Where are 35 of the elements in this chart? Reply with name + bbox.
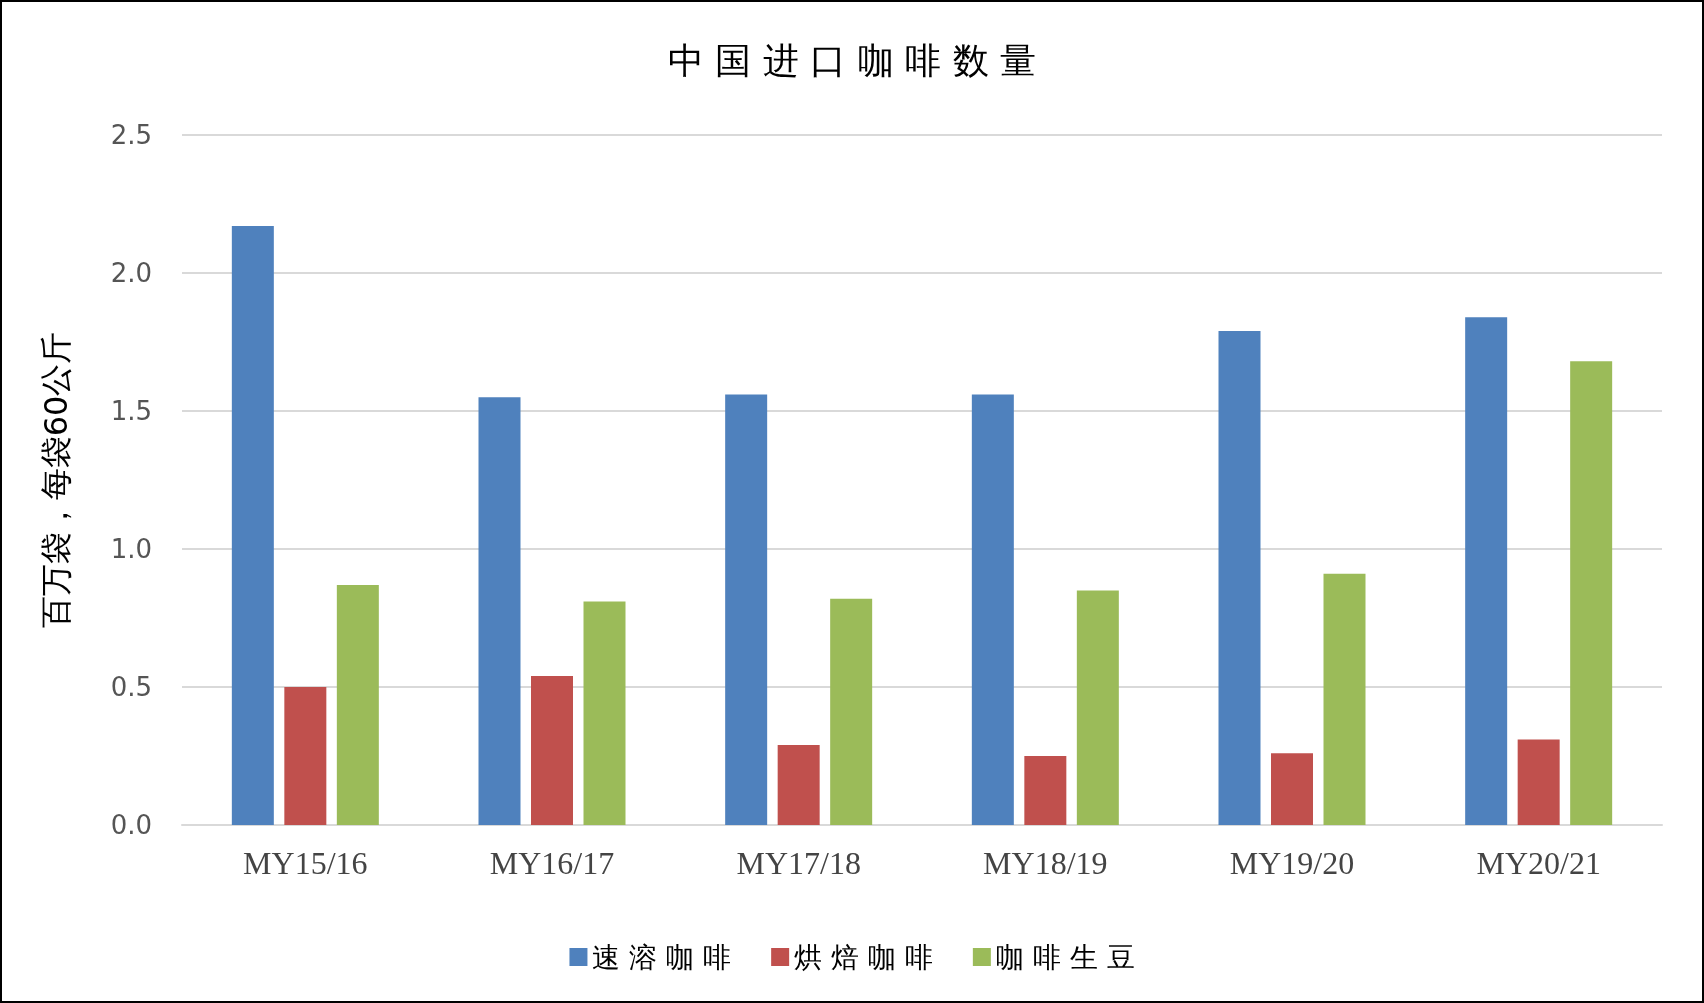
bar: [1218, 330, 1261, 825]
bar: [1517, 739, 1560, 825]
bar: [284, 687, 327, 825]
chart-title: 中 国 进 口 咖 啡 数 量: [667, 39, 1037, 81]
bar: [336, 584, 379, 825]
bar: [1024, 756, 1067, 825]
y-tick-label: 1.0: [110, 534, 152, 564]
x-tick-label: MY17/18: [736, 845, 861, 881]
legend-label: 烘 焙 咖 啡: [794, 940, 933, 974]
bar: [1465, 317, 1508, 825]
x-tick-label: MY16/17: [489, 845, 615, 881]
bar: [531, 675, 573, 825]
bar: [1076, 590, 1119, 825]
bar: [231, 226, 274, 825]
bar: [1570, 361, 1613, 825]
bar: [478, 397, 521, 825]
y-tick-label: 1.5: [110, 396, 152, 426]
y-tick-label: 0.0: [110, 810, 152, 840]
x-tick-label: MY18/19: [983, 845, 1108, 881]
x-tick-label: MY20/21: [1476, 845, 1601, 881]
bar: [1271, 753, 1313, 825]
x-tick-label: MY19/20: [1229, 845, 1355, 881]
y-tick-label: 0.5: [110, 672, 152, 702]
bar: [777, 744, 820, 825]
bar: [725, 394, 768, 825]
bar: [583, 601, 626, 825]
legend-label: 速 溶 咖 啡: [592, 940, 732, 974]
legend-label: 咖 啡 生 豆: [995, 940, 1135, 974]
bar: [971, 394, 1014, 825]
y-tick-label: 2.0: [110, 258, 152, 288]
bar: [830, 598, 873, 825]
y-tick-label: 2.5: [110, 120, 152, 150]
bar: [1323, 573, 1366, 825]
y-axis-title: 百万袋，每袋60公斤: [37, 331, 75, 629]
x-tick-label: MY15/16: [243, 845, 368, 881]
